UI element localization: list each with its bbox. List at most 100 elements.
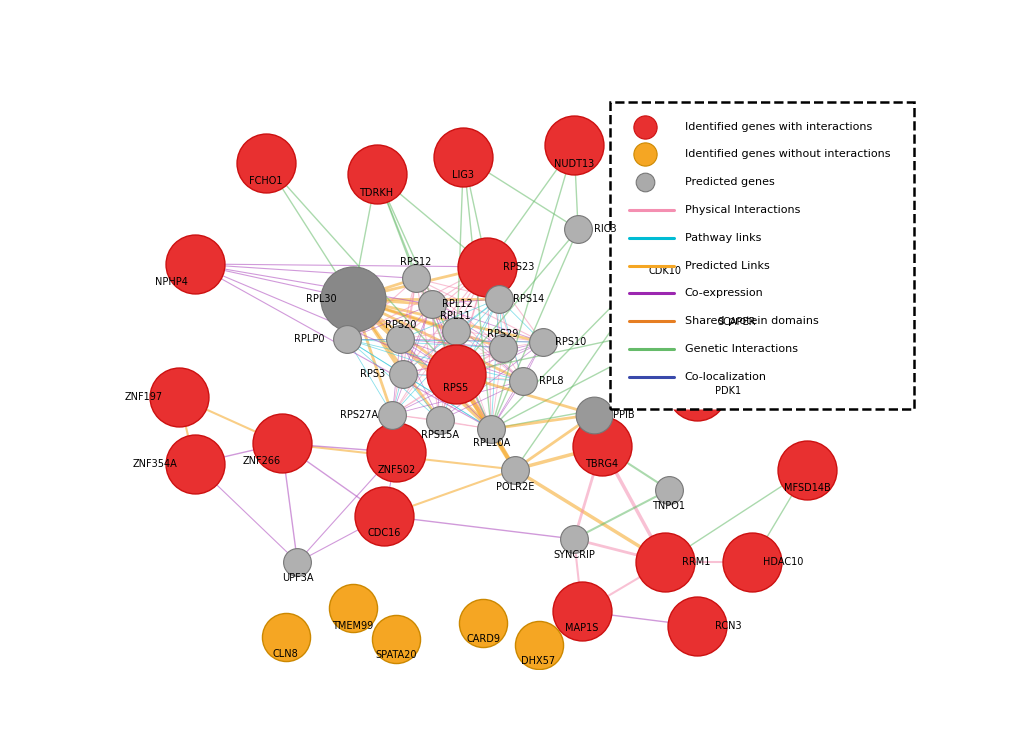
Text: ZNF197: ZNF197 xyxy=(124,392,162,402)
Point xyxy=(388,633,405,645)
Text: DHX57: DHX57 xyxy=(521,656,555,666)
Text: RPS23: RPS23 xyxy=(502,262,534,271)
Text: Co-localization: Co-localization xyxy=(684,371,766,382)
Point xyxy=(447,368,464,380)
Text: RPS20: RPS20 xyxy=(384,320,416,329)
Text: HDAC10: HDAC10 xyxy=(762,557,803,567)
Point xyxy=(593,441,609,453)
Text: SYNCRIP: SYNCRIP xyxy=(552,550,594,560)
Point xyxy=(186,458,203,470)
Point xyxy=(384,408,400,420)
Point xyxy=(570,223,586,235)
Point xyxy=(258,156,274,168)
Text: RPL12: RPL12 xyxy=(441,299,472,310)
Text: UPF3A: UPF3A xyxy=(281,573,313,584)
Text: Shared protein domains: Shared protein domains xyxy=(684,316,818,326)
Point xyxy=(506,463,523,475)
Text: CDC16: CDC16 xyxy=(368,528,400,538)
Point xyxy=(574,605,590,617)
Point xyxy=(454,151,471,163)
Text: Predicted genes: Predicted genes xyxy=(684,177,773,187)
Point xyxy=(688,620,704,632)
Point xyxy=(423,299,439,311)
Point xyxy=(431,414,447,426)
Text: RPLP0: RPLP0 xyxy=(293,334,324,344)
Text: SCAPER: SCAPER xyxy=(716,317,755,327)
Text: RRM1: RRM1 xyxy=(682,557,710,567)
Text: Identified genes without interactions: Identified genes without interactions xyxy=(684,150,890,159)
Point xyxy=(394,368,411,380)
Point xyxy=(743,556,759,569)
Text: RPL10A: RPL10A xyxy=(472,438,510,448)
Text: Identified genes with interactions: Identified genes with interactions xyxy=(684,122,871,132)
Point xyxy=(514,375,530,387)
Point xyxy=(479,261,495,273)
Point xyxy=(494,342,511,354)
Point xyxy=(388,446,405,458)
Text: FCHO1: FCHO1 xyxy=(249,176,282,186)
Point xyxy=(530,639,546,651)
Text: RPL8: RPL8 xyxy=(538,376,562,386)
Text: RPS12: RPS12 xyxy=(399,257,431,267)
Point xyxy=(656,556,673,569)
Text: RPL30: RPL30 xyxy=(306,294,336,304)
Text: CARD9: CARD9 xyxy=(466,634,499,644)
Text: LIG3: LIG3 xyxy=(452,171,474,180)
Point xyxy=(376,510,392,522)
Point xyxy=(637,121,653,133)
Text: ZNF266: ZNF266 xyxy=(243,456,280,465)
Text: RPS14: RPS14 xyxy=(513,294,544,304)
Point xyxy=(170,391,186,403)
Point xyxy=(475,617,491,629)
Point xyxy=(688,316,704,328)
Text: RPL11: RPL11 xyxy=(440,311,471,321)
Text: RIC3: RIC3 xyxy=(594,224,616,234)
Point xyxy=(277,632,293,644)
Point xyxy=(408,272,424,284)
Point xyxy=(368,168,384,180)
Text: MAP1S: MAP1S xyxy=(565,623,598,632)
FancyBboxPatch shape xyxy=(609,102,913,409)
Text: NUDT13: NUDT13 xyxy=(553,159,594,168)
Point xyxy=(534,336,550,348)
Text: Co-expression: Co-expression xyxy=(684,288,763,299)
Text: MFSD14B: MFSD14B xyxy=(784,483,829,493)
Point xyxy=(799,463,815,475)
Point xyxy=(656,247,673,259)
Text: Predicted Links: Predicted Links xyxy=(684,261,768,271)
Text: TMEM99: TMEM99 xyxy=(332,621,373,631)
Text: RCN3: RCN3 xyxy=(714,621,741,631)
Text: RPS3: RPS3 xyxy=(360,369,385,379)
Point xyxy=(391,333,408,345)
Point xyxy=(688,385,704,397)
Point xyxy=(660,484,677,496)
Text: RPS15A: RPS15A xyxy=(420,430,459,440)
Text: NPHP4: NPHP4 xyxy=(155,277,187,287)
Text: PPIB: PPIB xyxy=(612,410,634,420)
Point xyxy=(273,438,289,450)
Point xyxy=(344,602,361,614)
Point xyxy=(566,139,582,151)
Point xyxy=(637,148,653,160)
Point xyxy=(585,408,601,420)
Point xyxy=(289,556,306,569)
Text: RPS29: RPS29 xyxy=(487,329,519,339)
Text: RPS10: RPS10 xyxy=(554,337,586,347)
Text: RPS5: RPS5 xyxy=(442,384,468,393)
Point xyxy=(344,293,361,305)
Point xyxy=(338,333,355,345)
Point xyxy=(447,325,464,337)
Text: TBRG4: TBRG4 xyxy=(585,459,618,468)
Point xyxy=(637,176,653,188)
Text: SPATA20: SPATA20 xyxy=(375,650,417,660)
Text: Genetic Interactions: Genetic Interactions xyxy=(684,344,797,354)
Point xyxy=(186,258,203,270)
Text: TNPO1: TNPO1 xyxy=(652,501,685,511)
Text: RPS27A: RPS27A xyxy=(339,410,378,420)
Text: PDK1: PDK1 xyxy=(714,387,741,396)
Text: POLR2E: POLR2E xyxy=(495,482,534,492)
Text: CLN8: CLN8 xyxy=(272,649,299,659)
Point xyxy=(490,293,506,305)
Point xyxy=(483,423,499,435)
Point xyxy=(566,533,582,545)
